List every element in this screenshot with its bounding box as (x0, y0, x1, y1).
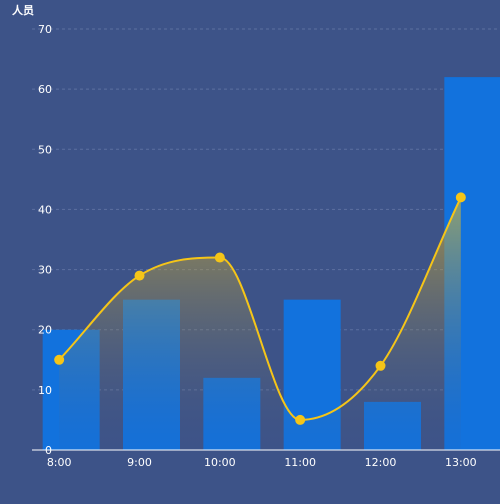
line-point (54, 354, 65, 365)
x-tick-label: 11:00 (284, 456, 316, 469)
line-point (455, 192, 466, 203)
line-series (54, 192, 466, 425)
y-axis-title: 人员 (12, 3, 34, 17)
x-tick-label: 13:00 (445, 456, 477, 469)
x-tick-label: 8:00 (47, 456, 72, 469)
line-point (295, 414, 306, 425)
axes: 0102030405060708:009:0010:0011:0012:0013… (32, 23, 500, 469)
y-tick-label: 60 (38, 83, 52, 96)
y-tick-label: 10 (38, 384, 52, 397)
line-point (214, 252, 225, 263)
x-tick-label: 9:00 (127, 456, 152, 469)
line-point (134, 270, 145, 281)
x-tick-label: 12:00 (365, 456, 397, 469)
line-point (375, 360, 386, 371)
y-tick-label: 30 (38, 264, 52, 277)
x-tick-label: 10:00 (204, 456, 236, 469)
y-tick-label: 40 (38, 203, 52, 216)
line-area (59, 197, 461, 450)
y-tick-label: 20 (38, 324, 52, 337)
y-tick-label: 50 (38, 143, 52, 156)
y-tick-label: 70 (38, 23, 52, 36)
line-area-fill (59, 197, 461, 450)
